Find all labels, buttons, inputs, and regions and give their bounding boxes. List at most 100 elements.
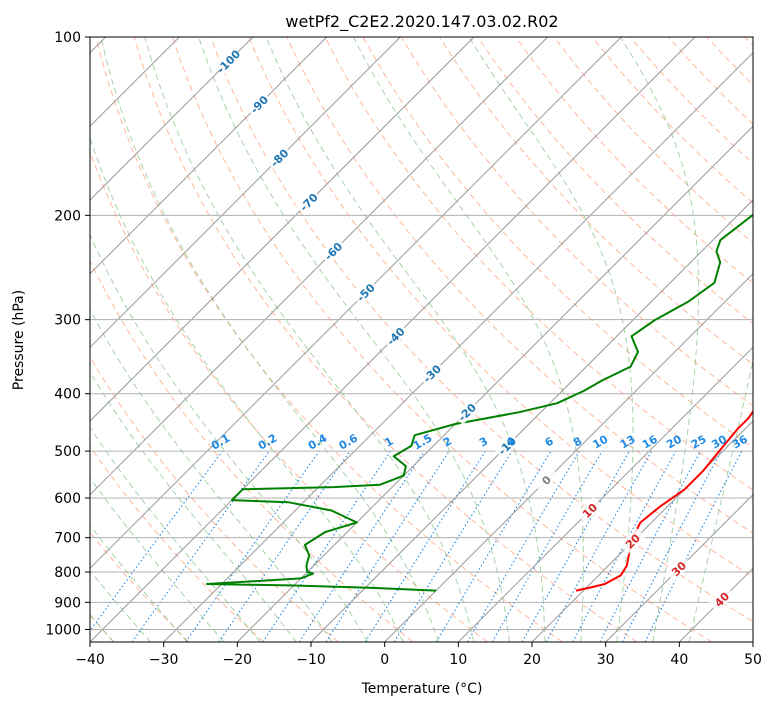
isotherm-label-bg	[352, 279, 379, 306]
x-tick-label: −40	[75, 652, 105, 668]
moist-adiabat	[620, 37, 700, 642]
isotherm-line	[752, 641, 753, 642]
mixing-ratio-line	[218, 450, 351, 642]
moist-adiabat	[90, 569, 151, 642]
x-tick-label: 10	[449, 652, 467, 668]
isotherm-label-bg	[319, 237, 347, 265]
mixing-ratio-label: 25	[689, 433, 709, 452]
dry-adiabat	[90, 445, 264, 642]
mixing-ratio-label: 6	[543, 434, 556, 449]
dry-adiabat	[90, 259, 414, 642]
dry-adiabat	[90, 356, 339, 642]
moist-adiabat	[90, 426, 261, 642]
mixing-ratio-line	[185, 450, 320, 642]
isotherm-label-bg	[708, 586, 735, 613]
x-tick-label: −10	[296, 652, 326, 668]
x-axis-label: Temperature (°C)	[361, 681, 483, 697]
isotherm-label-bg	[245, 91, 272, 118]
mixing-ratio-label: 0.4	[306, 431, 330, 452]
x-tick-label: −30	[149, 652, 179, 668]
mixing-ratio-label: 20	[664, 432, 684, 451]
y-axis-label: Pressure (hPa)	[11, 290, 27, 390]
moist-adiabat	[100, 37, 439, 642]
moist-adiabat	[468, 37, 634, 642]
isotherm-label-bg	[665, 555, 692, 582]
dry-adiabat	[90, 150, 488, 642]
isotherm-label-bg	[418, 360, 445, 387]
mixing-ratio-label: 10	[591, 432, 611, 451]
moist-adiabat	[90, 371, 297, 642]
moist-adiabat	[90, 524, 188, 642]
isotherm-label: -100	[215, 47, 244, 76]
isotherm-line	[90, 37, 475, 422]
mixing-ratio-label: 0.1	[209, 432, 232, 453]
mixing-ratio-line	[545, 450, 653, 642]
dry-adiabat	[324, 37, 753, 491]
moist-adiabat	[90, 233, 369, 642]
isotherm-line	[90, 37, 254, 201]
x-tick-label: 20	[523, 652, 541, 668]
moist-adiabat	[688, 358, 753, 642]
mixing-ratio-label: 16	[640, 432, 660, 451]
mixing-ratio-label: 3	[477, 435, 490, 450]
isotherm-label-bg	[532, 466, 560, 493]
mixing-ratio-line	[298, 450, 425, 642]
isotherm-label-bg	[295, 188, 322, 215]
isotherm-line	[678, 567, 753, 642]
mixing-ratio-line	[131, 450, 270, 642]
mixing-ratio-label: 13	[618, 433, 638, 452]
dry-adiabat	[248, 37, 753, 578]
dry-adiabat	[668, 37, 753, 125]
isotherm-label-bg	[619, 527, 646, 555]
grid-lines	[90, 37, 753, 642]
dry-adiabat	[515, 37, 753, 284]
iso-labels: -100-90-80-70-60-50-40-30-20-10010203040…	[209, 47, 750, 613]
x-tick-label: −20	[223, 652, 253, 668]
x-axis: −40 −30 −20 −10 0 10 20 30 40 50	[75, 642, 762, 668]
isotherm-line	[90, 37, 549, 496]
mixing-ratio-line	[572, 450, 677, 642]
mixing-ratio-line	[364, 450, 486, 642]
dry-adiabat	[133, 37, 638, 642]
chart-title: wetPf2_C2E2.2020.147.03.02.R02	[285, 12, 558, 32]
mixing-ratio-line	[262, 450, 392, 642]
dry-adiabat	[553, 37, 753, 244]
y-tick-label: 400	[54, 387, 81, 403]
dry-adiabat	[171, 37, 712, 642]
dewpoint-line	[206, 213, 753, 592]
moist-adiabat	[90, 477, 225, 642]
moist-adiabat	[198, 37, 510, 642]
dry-adiabat	[90, 531, 190, 642]
dry-adiabat	[210, 37, 753, 623]
y-tick-label: 100	[54, 30, 81, 46]
y-tick-label: 800	[54, 565, 81, 581]
mixing-ratio-label: 8	[571, 435, 584, 450]
y-tick-label: 1000	[45, 622, 81, 638]
plot-frame	[89, 36, 754, 643]
isotherm-label-bg	[453, 398, 480, 426]
x-tick-label: 40	[670, 652, 688, 668]
isotherm-line	[384, 272, 753, 642]
mixing-ratio-label: 1	[382, 435, 395, 450]
data-lines	[206, 213, 753, 592]
y-tick-label: 700	[54, 531, 81, 547]
moist-adiabat	[90, 136, 404, 642]
mixing-ratio-label: 30	[709, 432, 729, 451]
x-tick-label: 30	[597, 652, 615, 668]
y-tick-label: 200	[54, 208, 81, 224]
y-tick-label: 300	[54, 313, 81, 329]
isotherm-line	[531, 420, 753, 642]
isotherm-line	[90, 37, 622, 570]
mixing-ratio-line	[90, 450, 223, 632]
y-tick-label: 900	[54, 595, 81, 611]
moist-adiabat	[265, 37, 546, 642]
mixing-ratio-line	[521, 450, 630, 642]
mixing-ratio-line	[435, 450, 552, 642]
moist-adiabat	[353, 37, 584, 642]
y-tick-label: 500	[54, 444, 81, 460]
moist-adiabat	[144, 37, 475, 642]
isotherm-line	[310, 199, 753, 642]
isotherm-line	[163, 51, 753, 642]
isotherm-label-bg	[493, 432, 520, 459]
